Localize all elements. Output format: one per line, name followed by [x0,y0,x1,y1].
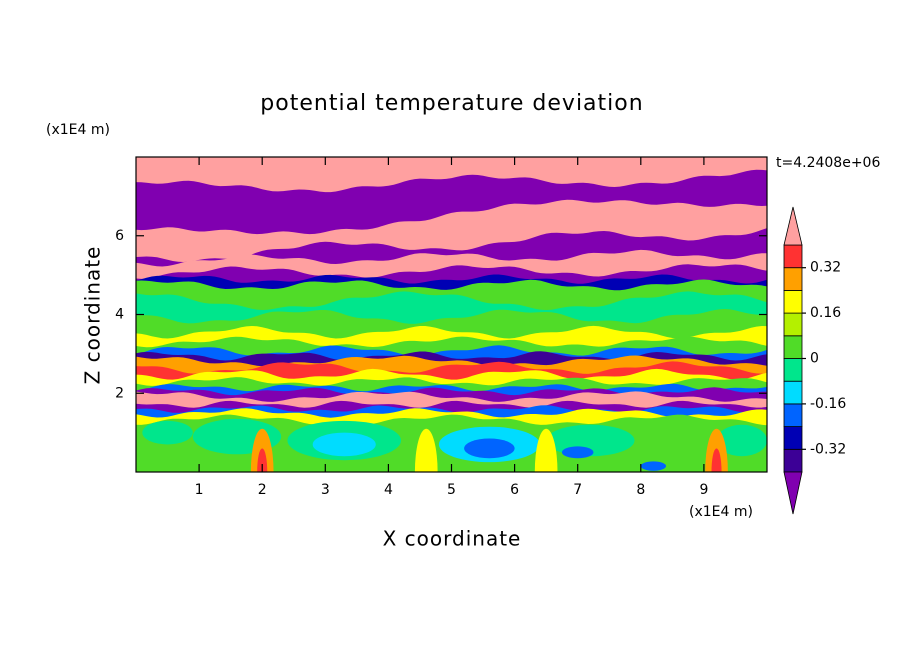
contour-plume [257,448,268,472]
colorbar-tick-label: -0.16 [810,396,846,412]
colorbar-segment [783,244,803,269]
chart-title: potential temperature deviation [260,91,643,116]
contour-blob [312,432,376,457]
colorbar-segment [783,289,803,314]
x-tick-label: 2 [258,482,267,498]
x-tick-label: 9 [699,482,708,498]
colorbar-segment [783,358,803,382]
time-annotation: t=4.2408e+06 [776,155,880,171]
y-unit: (x1E4 m) [46,122,110,138]
colorbar-tick-label: 0.16 [810,305,841,321]
y-tick-label: 6 [115,228,124,244]
y-tick-label: 2 [115,385,124,401]
contour-plume [414,428,438,472]
colorbar-segment [783,380,803,405]
contour-blob [142,420,193,445]
x-tick-label: 4 [384,482,393,498]
contour-plume [534,428,558,472]
colorbar-tick-label: 0 [810,351,819,367]
colorbar-tick-label: -0.32 [810,441,846,457]
contour-plume [711,448,722,472]
x-tick-label: 5 [447,482,456,498]
colorbar-segment [783,312,803,337]
colorbar-segment [783,448,803,473]
colorbar-segment [783,335,803,359]
x-tick-label: 3 [321,482,330,498]
x-tick-label: 6 [510,482,519,498]
colorbar-segment [783,267,803,291]
y-axis-label: Z coordinate [81,246,105,385]
x-tick-label: 8 [636,482,645,498]
contour-field [136,157,767,472]
colorbar-extend-bottom [783,471,803,515]
x-unit: (x1E4 m) [689,504,753,520]
colorbar-segment [783,403,803,427]
x-tick-label: 7 [573,482,582,498]
contour-blob [640,461,667,471]
contour-blob [464,438,515,459]
x-tick-label: 1 [195,482,204,498]
contour-blob [716,424,767,457]
colorbar-segment [783,426,803,450]
colorbar-tick-label: 0.32 [810,260,841,276]
x-axis-label: X coordinate [383,527,522,551]
colorbar-extend-top [783,206,803,246]
y-tick-label: 4 [115,307,124,323]
contour-blob [561,446,594,459]
